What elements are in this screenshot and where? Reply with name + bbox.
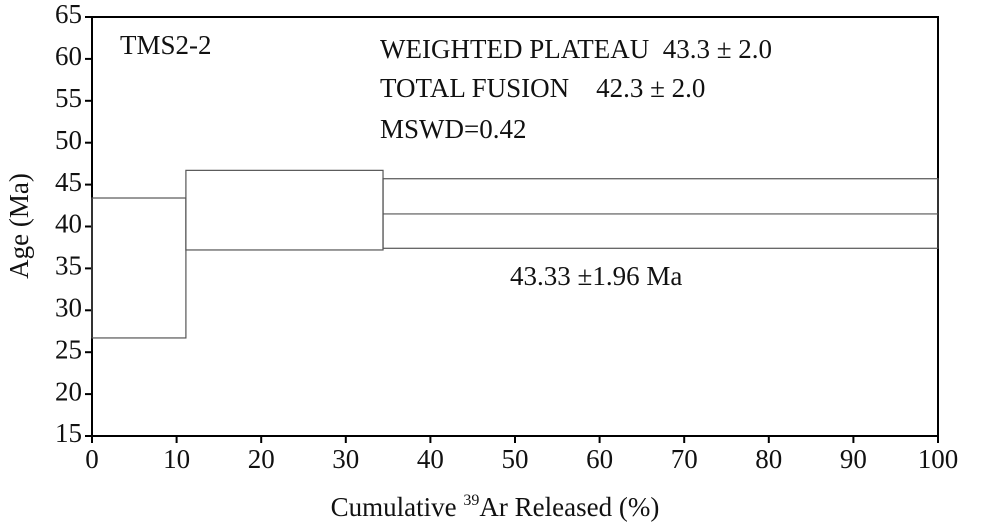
- age-step: [185, 169, 384, 251]
- annotation: MSWD=0.42: [380, 114, 526, 144]
- x-tick-label: 100: [918, 444, 959, 474]
- x-label-part: Cumulative: [331, 492, 464, 522]
- annotation: TOTAL FUSION 42.3 ± 2.0: [380, 73, 705, 103]
- y-tick-label: 25: [55, 334, 82, 364]
- y-axis-label: Age (Ma): [4, 173, 34, 279]
- x-tick-label: 40: [417, 444, 444, 474]
- y-tick-label: 55: [55, 83, 82, 113]
- x-label-superscript: 39: [463, 492, 479, 509]
- x-tick-label: 70: [671, 444, 698, 474]
- x-tick-label: 10: [163, 444, 190, 474]
- y-tick-label: 40: [55, 209, 82, 239]
- y-tick-label: 60: [55, 41, 82, 71]
- x-tick-label: 50: [502, 444, 529, 474]
- x-axis-label: Cumulative 39Ar Released (%): [331, 492, 660, 523]
- y-tick-label: 20: [55, 376, 82, 406]
- x-label-part: Ar Released (%): [479, 492, 659, 522]
- x-tick-label: 60: [586, 444, 613, 474]
- y-tick-label: 45: [55, 167, 82, 197]
- x-tick-label: 0: [85, 444, 99, 474]
- age-step: [91, 197, 187, 339]
- x-tick-label: 90: [840, 444, 867, 474]
- y-tick-label: 30: [55, 293, 82, 323]
- y-tick-label: 50: [55, 125, 82, 155]
- x-tick-label: 30: [332, 444, 359, 474]
- y-tick-label: 15: [55, 418, 82, 448]
- x-tick-label: 20: [248, 444, 275, 474]
- plateau-label: 43.33 ±1.96 Ma: [510, 261, 682, 291]
- y-tick-label: 35: [55, 251, 82, 281]
- sample-label: TMS2-2: [120, 30, 212, 60]
- y-tick-label: 65: [55, 0, 82, 29]
- x-tick-label: 80: [755, 444, 782, 474]
- annotation: WEIGHTED PLATEAU 43.3 ± 2.0: [380, 34, 772, 64]
